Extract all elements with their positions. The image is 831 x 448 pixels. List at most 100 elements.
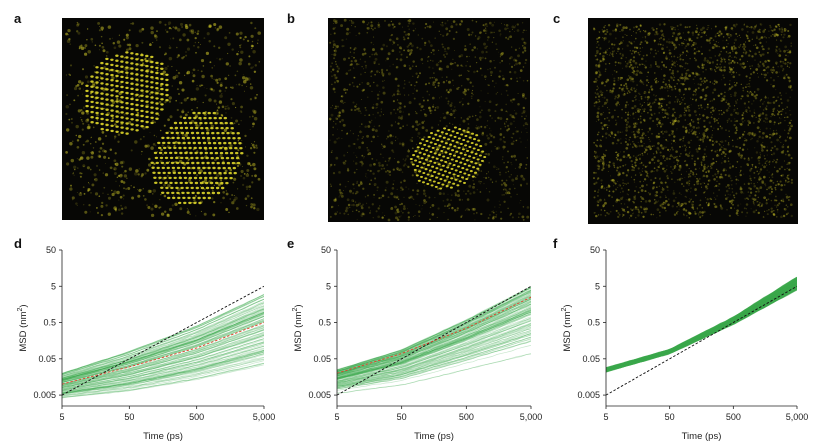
- particle-dot: [757, 120, 761, 123]
- particle-dot: [501, 59, 504, 62]
- particle-dot: [723, 57, 725, 59]
- particle-dot: [720, 175, 724, 179]
- particle-dot: [434, 78, 438, 82]
- particle-dot: [146, 204, 149, 207]
- particle-dot: [456, 189, 460, 193]
- particle-dot: [206, 32, 210, 36]
- lattice-particle: [196, 191, 200, 195]
- particle-dot: [654, 98, 657, 101]
- particle-dot: [163, 194, 167, 198]
- particle-dot: [413, 97, 416, 100]
- particle-dot: [107, 193, 109, 195]
- particle-dot: [335, 156, 339, 160]
- particle-dot: [525, 128, 527, 130]
- particle-dot: [615, 70, 618, 73]
- particle-dot: [683, 41, 685, 43]
- particle-dot: [378, 124, 381, 127]
- particle-dot: [453, 112, 455, 115]
- lattice-particle: [210, 156, 214, 160]
- particle-dot: [334, 107, 336, 110]
- particle-dot: [444, 181, 446, 183]
- lattice-particle: [463, 153, 467, 156]
- particle-dot: [731, 179, 733, 181]
- particle-dot: [154, 35, 158, 39]
- particle-dot: [148, 163, 152, 167]
- particle-dot: [658, 166, 660, 169]
- particle-dot: [387, 57, 389, 59]
- particle-dot: [442, 34, 445, 37]
- particle-dot: [377, 207, 380, 210]
- particle-dot: [172, 37, 175, 40]
- particle-dot: [88, 183, 90, 185]
- particle-dot: [434, 37, 436, 39]
- particle-dot: [526, 131, 528, 133]
- particle-dot: [422, 205, 423, 207]
- particle-dot: [628, 78, 630, 80]
- particle-dot: [687, 123, 689, 126]
- particle-dot: [656, 125, 658, 127]
- particle-dot: [356, 103, 358, 105]
- particle-dot: [611, 91, 614, 94]
- lattice-particle: [179, 126, 184, 130]
- particle-dot: [352, 143, 355, 145]
- particle-dot: [349, 47, 352, 49]
- particle-dot: [406, 164, 408, 166]
- particle-dot: [492, 210, 495, 212]
- particle-dot: [163, 183, 166, 187]
- particle-dot: [636, 159, 638, 161]
- particle-dot: [685, 129, 688, 132]
- lattice-particle: [120, 60, 124, 63]
- particle-dot: [225, 190, 227, 192]
- particle-dot: [717, 153, 719, 155]
- particle-dot: [782, 76, 785, 79]
- lattice-particle: [100, 97, 104, 100]
- particle-dot: [510, 174, 512, 176]
- particle-dot: [758, 114, 761, 117]
- particle-dot: [176, 108, 179, 112]
- particle-dot: [624, 92, 626, 95]
- particle-dot: [399, 46, 402, 50]
- lattice-particle: [135, 68, 139, 71]
- lattice-particle: [466, 140, 470, 143]
- particle-dot: [683, 83, 685, 85]
- particle-dot: [621, 28, 624, 32]
- lattice-particle: [192, 166, 196, 170]
- particle-dot: [701, 52, 703, 54]
- particle-dot: [621, 88, 624, 91]
- particle-dot: [366, 31, 369, 34]
- particle-dot: [334, 76, 338, 80]
- particle-dot: [498, 200, 500, 202]
- particle-dot: [234, 162, 238, 165]
- particle-dot: [246, 39, 250, 43]
- particle-dot: [671, 35, 674, 38]
- particle-dot: [522, 31, 524, 34]
- particle-dot: [373, 162, 376, 166]
- particle-dot: [380, 68, 384, 72]
- lattice-particle: [175, 131, 179, 135]
- particle-dot: [634, 122, 637, 124]
- particle-dot: [775, 99, 778, 102]
- particle-dot: [690, 130, 692, 132]
- particle-dot: [347, 181, 349, 183]
- particle-dot: [417, 210, 421, 214]
- particle-dot: [427, 55, 430, 58]
- particle-dot: [746, 30, 749, 33]
- lattice-particle: [202, 141, 207, 145]
- particle-dot: [615, 169, 619, 172]
- particle-dot: [432, 48, 435, 52]
- particle-dot: [367, 194, 369, 197]
- particle-dot: [416, 113, 418, 115]
- particle-dot: [523, 46, 527, 50]
- particle-dot: [772, 101, 776, 104]
- particle-dot: [234, 74, 237, 77]
- particle-dot: [177, 155, 181, 160]
- particle-dot: [147, 104, 149, 106]
- particle-dot: [489, 31, 492, 34]
- particle-dot: [164, 52, 167, 55]
- particle-dot: [229, 168, 233, 172]
- particle-dot: [662, 201, 665, 204]
- particle-dot: [198, 41, 200, 44]
- lattice-particle: [145, 110, 149, 113]
- lattice-particle: [105, 62, 109, 66]
- particle-dot: [468, 184, 472, 188]
